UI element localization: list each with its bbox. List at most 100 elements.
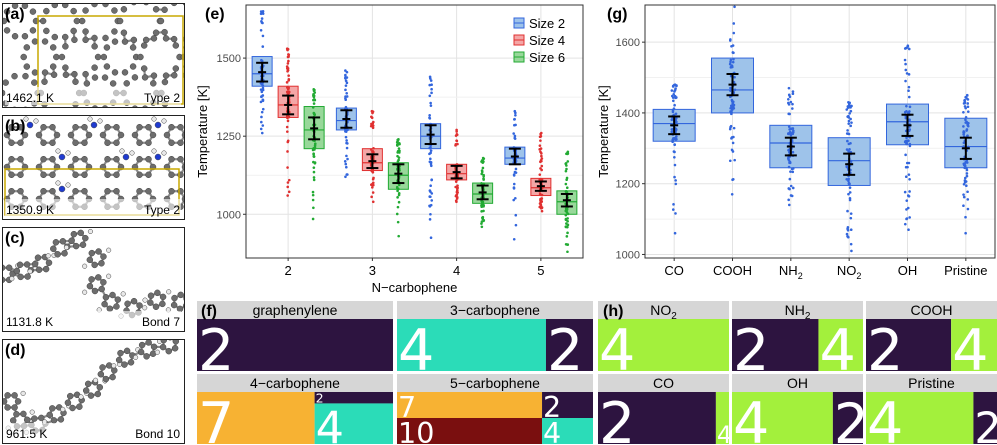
data-point [729,124,733,128]
treemap-title: CO [653,375,674,391]
carbon-atom [72,139,79,147]
data-point [396,139,400,142]
data-point [313,146,317,149]
carbon-atom [20,410,27,418]
data-point [671,138,674,142]
treemap-title: OH [787,375,808,391]
data-point [312,176,316,179]
carbon-atom [113,155,120,163]
carbon-atom [192,79,198,85]
data-point [482,157,486,160]
data-point [312,94,316,98]
box [827,101,871,253]
data-point [673,231,677,235]
defect-type-label: Bond 7 [142,315,180,329]
carbon-atom [168,155,175,163]
hydrogen-atom [55,148,61,154]
treemap-tile [598,319,729,371]
data-point [430,178,434,181]
carbon-atom [129,44,137,51]
data-point [538,192,542,196]
carbon-atom [145,340,152,346]
structure-panels: 1462.1 K Type 2 (a) 1350.9 K Type 2 (b) 1131.8… [2,3,198,444]
data-point [429,190,432,193]
data-point [905,104,908,108]
carbon-atom [98,260,105,267]
data-point [565,207,568,211]
panel-label: (c) [5,230,25,247]
carbon-atom [104,171,111,179]
hydrogen-atom [45,253,51,259]
data-point [908,144,912,148]
hydrogen-atom [120,291,126,297]
carbon-atom [145,155,152,163]
data-point [729,86,732,90]
data-point [903,58,907,62]
carbon-atom [104,187,111,195]
data-point [907,194,911,198]
carbon-atom [82,234,89,242]
carbon-atom [17,139,24,147]
carbon-atom [145,187,152,195]
data-point [787,125,791,129]
nitrogen-atom [58,185,66,193]
data-point [791,92,795,96]
data-point [787,187,791,190]
data-point [908,216,911,219]
data-point [261,86,265,90]
data-point [846,209,849,213]
data-point [539,139,542,142]
data-point [540,154,543,158]
treemap-title-text: CO [653,375,674,391]
carbon-atom [43,7,50,15]
hydrogen-atom [119,148,125,154]
data-point [482,173,485,177]
data-point [908,190,911,193]
data-point [905,72,909,75]
box [886,44,929,231]
data-point [514,111,517,115]
data-point [396,144,399,147]
x-tick-label: OH [898,263,918,278]
data-point [345,81,349,85]
data-point [672,136,675,140]
carbon-atom [49,155,56,163]
data-point [429,145,432,149]
data-point [731,141,735,145]
data-point [564,213,568,217]
carbon-atom [78,17,86,25]
treemap-tile [397,319,546,371]
carbon-atom [106,305,114,312]
data-point [482,218,486,222]
x-tick-label: 3 [369,263,376,278]
data-point [512,132,515,135]
carbon-atom [97,370,105,378]
carbon-atom [91,43,98,50]
max-temperature-label: 1350.9 K [6,203,54,217]
carbon-atom [40,171,47,179]
data-point [344,79,348,83]
y-axis-label: Temperature [K] [195,85,210,178]
treemap-panel-4: OH 4 2 [732,374,869,445]
data-point [966,198,970,201]
data-point [345,139,348,142]
data-point [345,141,348,145]
treemap-tile-label: 4 [717,421,732,445]
carbon-atom [102,375,110,383]
treemap-tile [545,319,593,371]
data-point [672,150,676,153]
data-point [343,160,347,163]
plot-area [645,5,995,258]
treemap-panel-3: 5−carbophene 7 2 10 4 [397,374,593,445]
carbon-atom [21,32,29,40]
data-point [514,167,518,171]
treemap-panel-2: 4−carbophene 7 24 [197,374,393,445]
data-point [512,187,516,190]
label-backdrop [5,199,181,217]
carbon-atom [58,53,66,61]
data-point [848,182,851,186]
carbon-atom [69,404,76,412]
carbon-atom [177,123,184,131]
